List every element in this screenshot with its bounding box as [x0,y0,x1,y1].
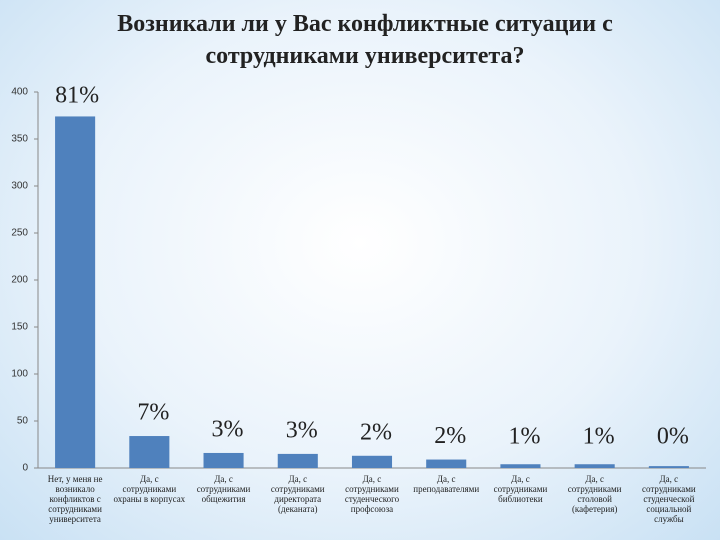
data-label: 1% [508,424,540,450]
title-box: Возникали ли у Вас конфликтные ситуации … [117,11,613,69]
x-tick-label: Да, с сотрудниками охраны в корпусах [113,474,186,504]
data-label: 3% [212,416,244,442]
bar [203,452,244,468]
y-tick-label: 200 [11,275,28,286]
bar [574,464,615,468]
x-label-box: Да, с сотрудниками директората (деканата… [270,474,325,514]
bar [277,453,318,468]
y-tick-label: 400 [11,87,28,98]
x-label-box: Да, с преподавателями [413,474,480,494]
x-label-box: Да, с сотрудниками студенческой социальн… [642,474,696,524]
bar [351,455,393,468]
x-tick-label: Да, с преподавателями [413,474,480,494]
data-label: 7% [137,400,169,426]
x-tick-label: Да, с сотрудниками общежития [196,474,251,504]
x-label-box: Да, с сотрудниками общежития [196,474,251,504]
data-label: 3% [286,417,318,443]
y-tick-label: 300 [11,181,28,192]
x-label-box: Нет, у меня не возникало конфликтов с со… [47,474,103,524]
x-tick-label: Да, с сотрудниками студенческой социальн… [642,474,696,524]
y-tick-label: 250 [11,228,28,239]
y-tick-label: 350 [11,134,28,145]
bar [648,466,689,468]
x-tick-label: Да, с сотрудниками столовой (кафетерия) [567,474,622,514]
bar [129,436,170,468]
y-tick-label: 150 [11,322,28,333]
x-tick-label: Да, с сотрудниками директората (деканата… [270,474,325,514]
bar [55,116,96,468]
data-label: 81% [55,83,99,109]
bar [500,464,541,468]
x-label-box: Да, с сотрудниками охраны в корпусах [113,474,186,504]
bar [426,459,467,468]
y-tick-label: 50 [17,416,29,427]
data-label: 0% [657,424,689,450]
x-label-box: Да, с сотрудниками студенческого профсою… [344,474,400,514]
x-label-box: Да, с сотрудниками столовой (кафетерия) [567,474,622,514]
x-tick-label: Да, с сотрудниками студенческого профсою… [344,474,400,514]
y-tick-label: 100 [11,369,28,380]
x-label-box: Да, с сотрудниками библиотеки [493,474,548,504]
data-label: 1% [583,424,615,450]
data-label: 2% [434,423,466,449]
y-tick-label: 0 [22,463,28,474]
data-label: 2% [360,419,392,445]
x-tick-label: Да, с сотрудниками библиотеки [493,474,548,504]
x-tick-label: Нет, у меня не возникало конфликтов с со… [47,474,103,524]
chart-title: Возникали ли у Вас конфликтные ситуации … [117,11,613,69]
